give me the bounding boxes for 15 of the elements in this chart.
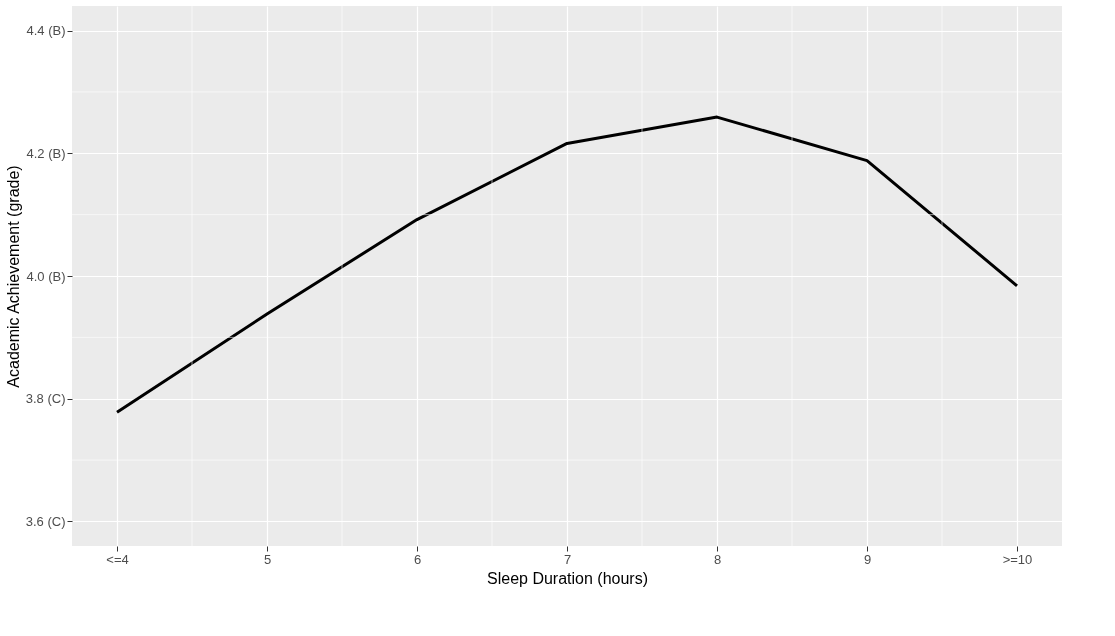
- x-tick-label: 8: [713, 551, 722, 567]
- y-tick-label: 4.2 (B): [26, 145, 66, 161]
- line-series: [115, 115, 1019, 414]
- x-tick-label: 6: [413, 551, 422, 567]
- y-tick-label: 3.6 (C): [25, 513, 66, 529]
- y-tick-label: 3.8 (C): [25, 391, 66, 407]
- x-tick-label: 7: [563, 551, 572, 567]
- x-tick-label: 9: [863, 551, 872, 567]
- y-tick-label: 4.0 (B): [26, 268, 66, 284]
- x-tick-label: 5: [263, 551, 272, 567]
- y-axis-title: Academic Achievement (grade): [4, 165, 22, 388]
- x-axis-title: Sleep Duration (hours): [487, 569, 648, 587]
- x-tick-label: >=10: [1002, 551, 1033, 567]
- x-tick-label: <=4: [106, 551, 129, 567]
- y-tick-label: 4.4 (B): [26, 23, 66, 39]
